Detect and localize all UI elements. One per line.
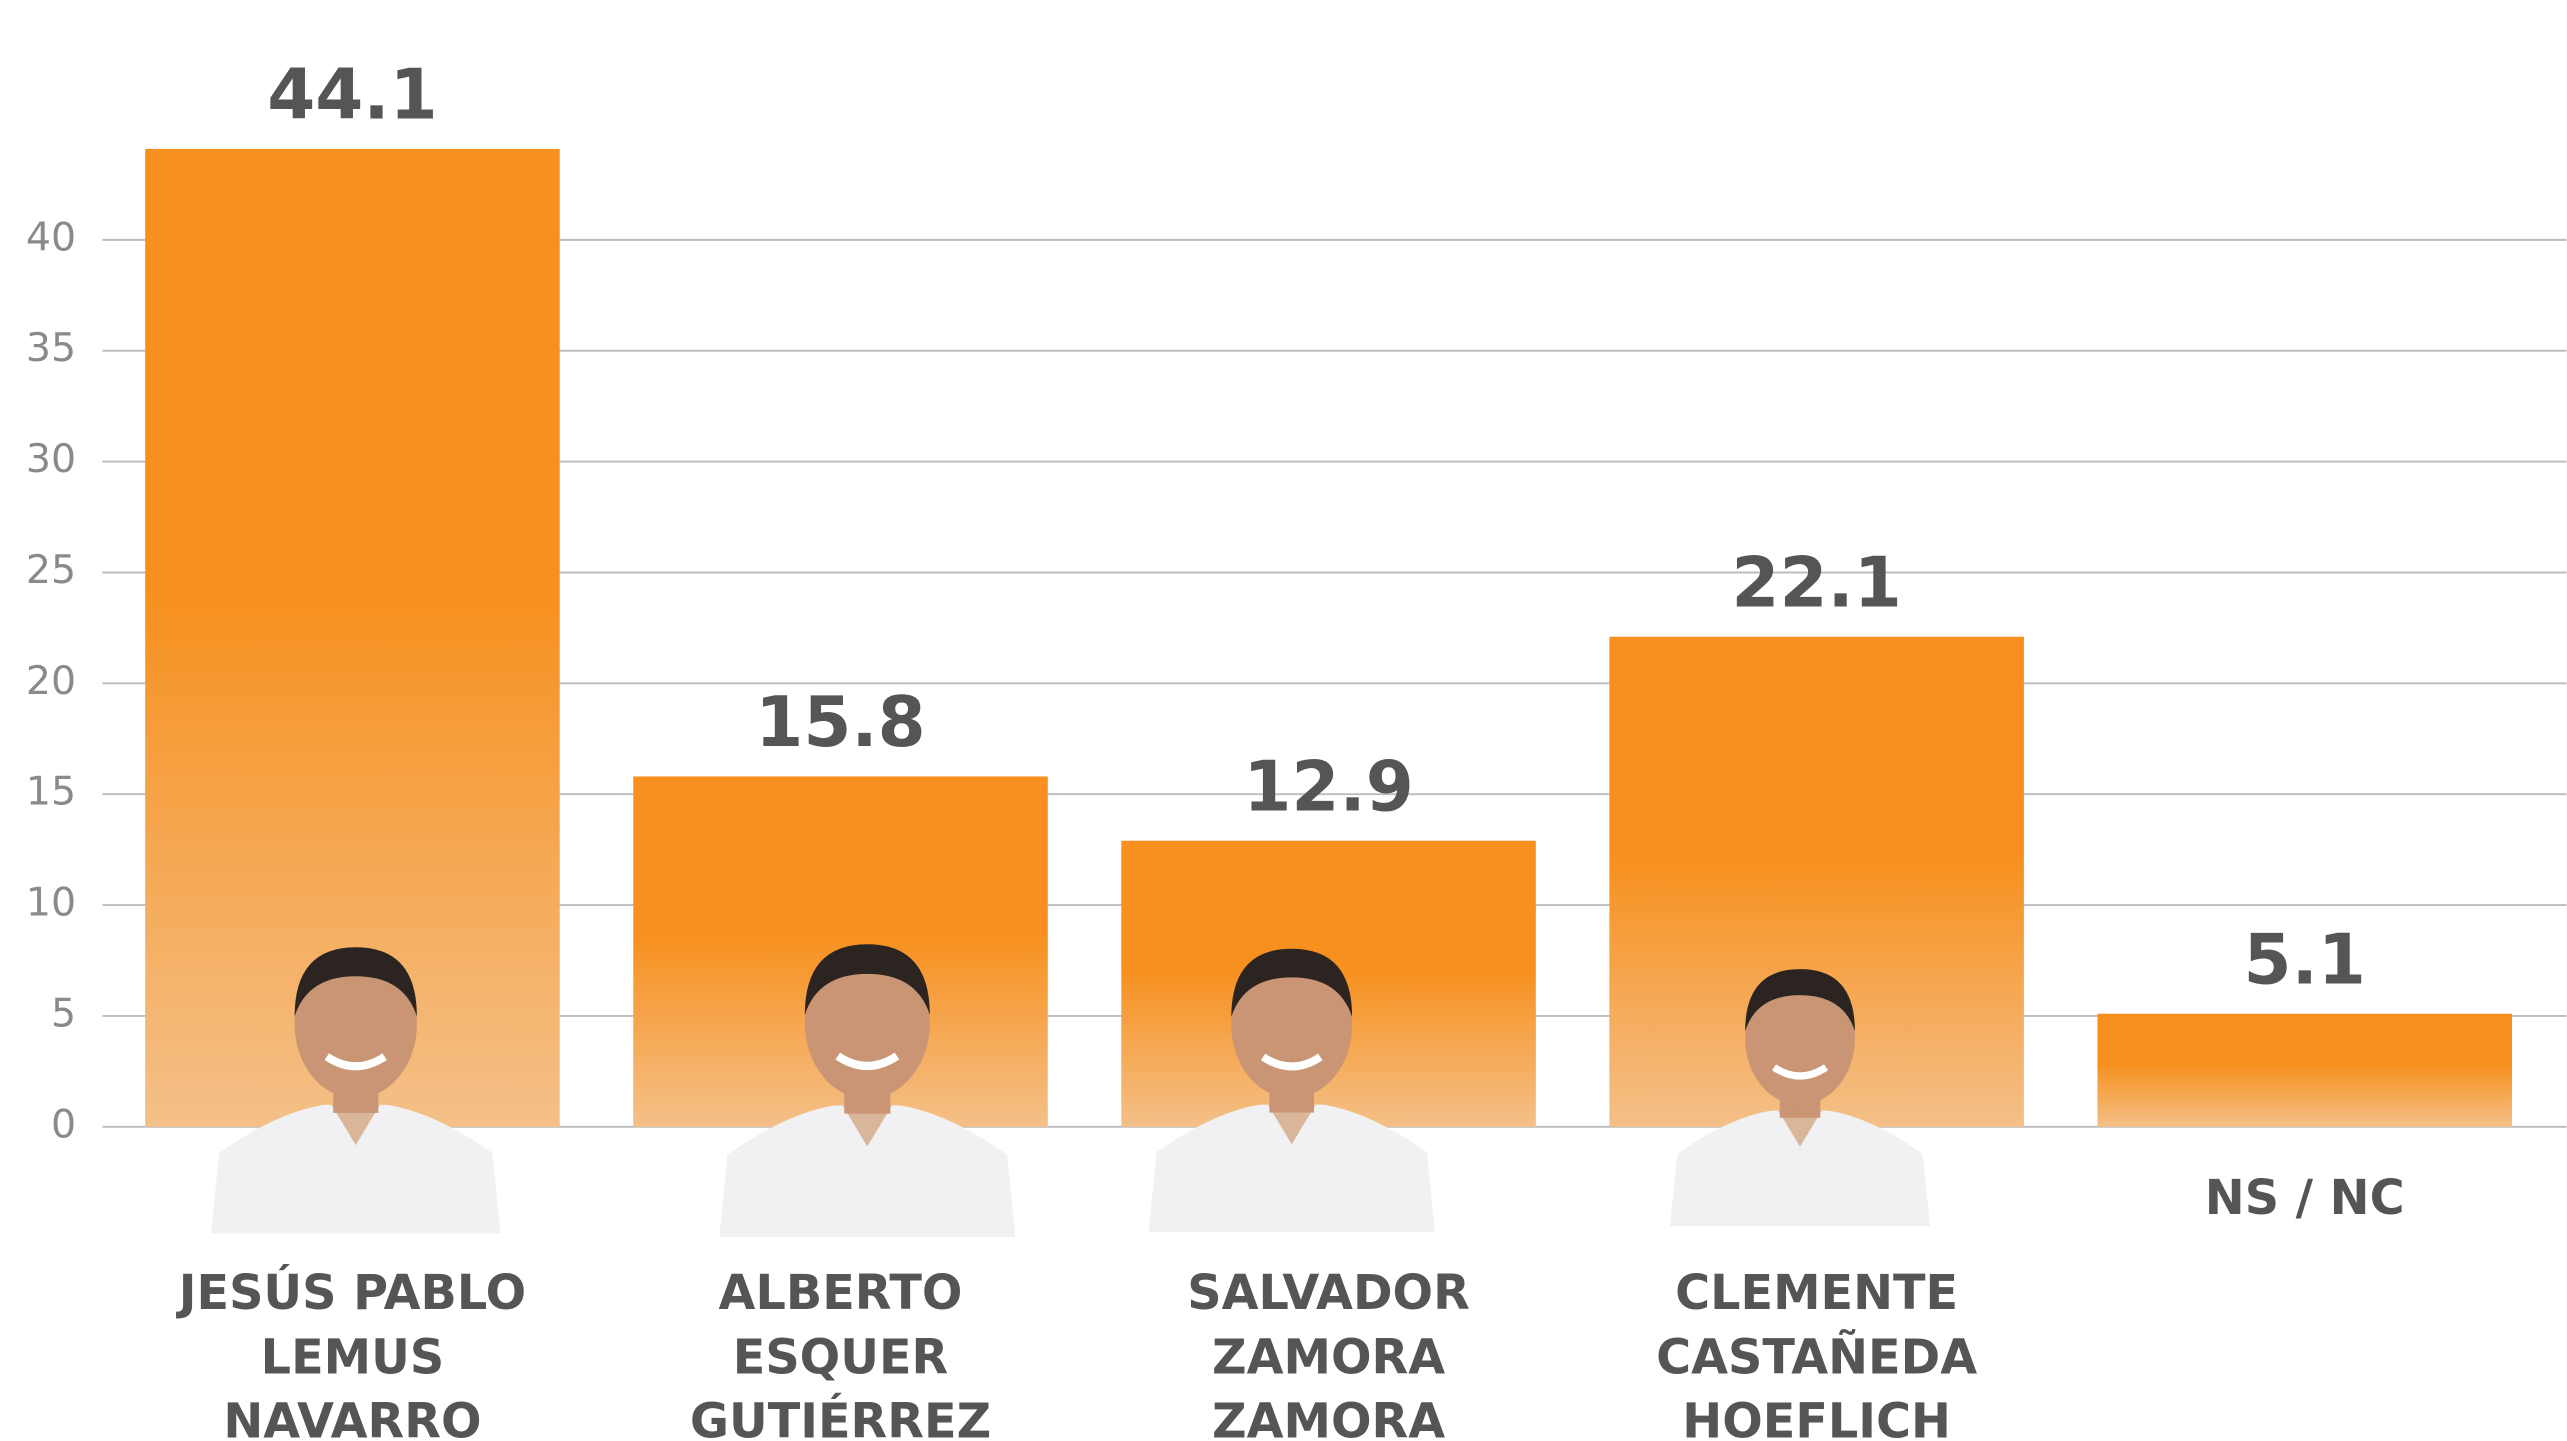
y-tick-label: 40 [26, 214, 76, 260]
x-tick-label: LEMUS [261, 1330, 444, 1385]
value-label: 22.1 [1731, 543, 1901, 623]
x-tick-label: SALVADOR [1187, 1266, 1470, 1321]
bar [2097, 1014, 2512, 1127]
page: 0 5 10 15 20 25 30 35 40 44.1 JESÚS PABLO LEMUS NAVA… [0, 0, 2567, 1441]
x-tick-label: CASTAÑEDA [1656, 1328, 1977, 1385]
y-tick-label: 5 [51, 990, 76, 1036]
x-tick-label: CLEMENTE [1675, 1266, 1958, 1321]
x-tick-label: ZAMORA [1212, 1395, 1445, 1441]
y-tick-label: 35 [26, 325, 76, 371]
value-label: 15.8 [755, 683, 925, 763]
x-tick-label: JESÚS PABLO [176, 1264, 526, 1321]
x-tick-label: NS / NC [2205, 1171, 2405, 1226]
y-tick-label: 30 [26, 436, 76, 482]
value-label: 44.1 [267, 56, 437, 136]
y-tick-label: 20 [26, 658, 76, 704]
x-tick-label: ALBERTO [719, 1266, 963, 1321]
x-tick-label: HOEFLICH [1682, 1395, 1951, 1441]
x-tick-label: ZAMORA [1212, 1330, 1445, 1385]
y-tick-label: 10 [26, 880, 76, 926]
x-tick-label: ESQUER [733, 1330, 948, 1385]
x-tick-label: GUTIÉRREZ [690, 1393, 991, 1441]
x-tick-label: NAVARRO [223, 1395, 481, 1441]
value-label: 12.9 [1243, 747, 1413, 827]
chart: 0 5 10 15 20 25 30 35 40 44.1 JESÚS PABLO LEMUS NAVA… [0, 0, 2567, 1441]
y-tick-label: 25 [26, 547, 76, 593]
y-tick-label: 15 [26, 769, 76, 815]
value-label: 5.1 [2244, 920, 2366, 1000]
y-tick-label: 0 [51, 1101, 76, 1147]
